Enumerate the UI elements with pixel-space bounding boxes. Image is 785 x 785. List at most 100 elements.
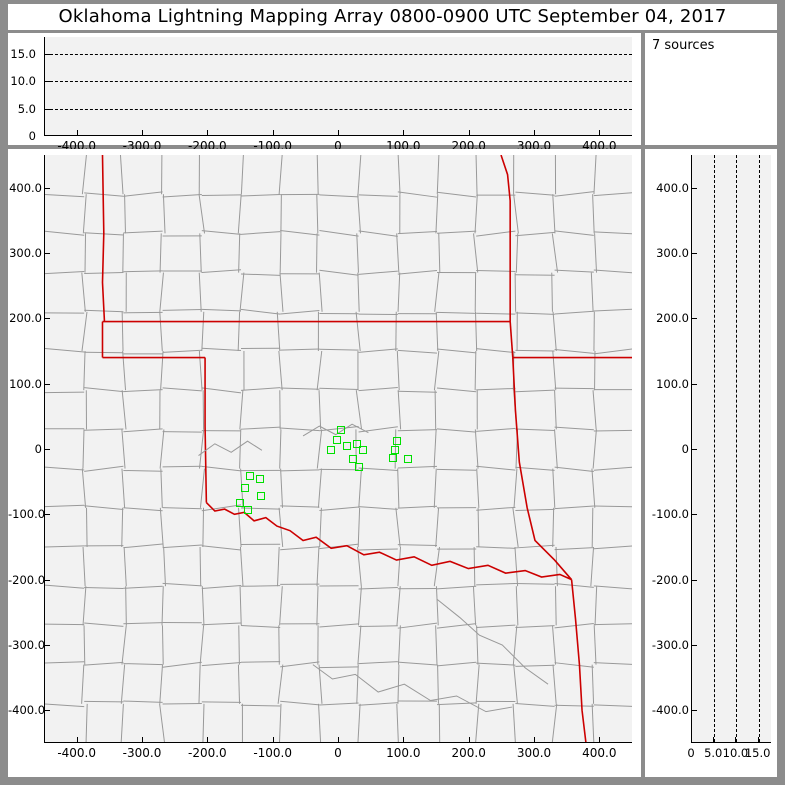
y-tick-mark-map <box>44 514 50 516</box>
x-tick-mark-top <box>599 130 601 136</box>
y-tick-mark-right <box>691 449 697 450</box>
x-tick-label-right: 15.0 <box>744 746 771 760</box>
y-tick-label-map: 100.0 <box>9 376 42 391</box>
x-tick-mark-top <box>468 130 470 136</box>
x-tick-mark-top <box>76 130 78 136</box>
y-tick-label-top: 10.0 <box>10 74 36 88</box>
y-tick-label-map: 0 <box>34 442 42 456</box>
y-tick-mark-right <box>691 253 697 254</box>
gridline-vertical <box>758 155 760 742</box>
y-tick-label-right: 200.0 <box>656 311 689 326</box>
source-marker <box>389 454 398 463</box>
y-tick-mark-map <box>44 253 50 254</box>
y-tick-label-map: -300.0 <box>8 638 46 652</box>
source-marker <box>240 483 249 492</box>
x-tick-label-map: 100.0 <box>386 746 421 760</box>
x-tick-mark-right <box>713 737 715 743</box>
x-tick-label-top: 0 <box>334 139 342 153</box>
source-marker <box>404 454 413 463</box>
source-marker <box>343 441 352 450</box>
y-tick-label-map: -400.0 <box>8 703 46 718</box>
y-tick-label-right: 100.0 <box>656 376 689 391</box>
gridline-horizontal <box>45 53 632 55</box>
y-tick-label-map: -200.0 <box>8 572 46 587</box>
x-tick-label-map: 400.0 <box>582 746 617 760</box>
y-tick-label-top: 15.0 <box>10 46 36 61</box>
source-marker <box>393 436 402 445</box>
y-tick-mark-top <box>44 108 50 110</box>
y-tick-mark-right <box>691 710 697 712</box>
plan-view-map-panel: -400.0 -300.0 -200.0 -100.0 0 100.0 200.0 300.0… <box>8 149 641 777</box>
x-tick-mark-map <box>207 737 209 743</box>
source-marker <box>354 463 363 472</box>
y-tick-label-top: 0 <box>28 129 36 143</box>
source-marker <box>244 506 253 515</box>
x-tick-mark-map <box>338 737 339 743</box>
y-tick-mark-map <box>44 645 50 646</box>
source-marker <box>246 472 255 481</box>
source-marker <box>257 492 266 501</box>
title-bar: Oklahoma Lightning Mapping Array 0800-09… <box>8 4 777 30</box>
x-tick-mark-top <box>534 130 535 136</box>
x-tick-mark-top <box>403 130 405 136</box>
y-tick-mark-right <box>691 318 697 320</box>
source-marker <box>358 445 367 454</box>
source-marker <box>327 445 336 454</box>
x-tick-mark-top <box>338 130 339 136</box>
y-tick-label-right: 0 <box>681 442 689 456</box>
x-tick-label-map: -300.0 <box>122 746 162 760</box>
y-tick-mark-map <box>44 187 50 189</box>
y-tick-mark-map <box>44 579 50 581</box>
altitude-vs-north-south-panel: -400.0 -300.0 -200.0 -100.0 0 100.0 200.0 300.0… <box>645 149 777 777</box>
y-tick-mark-top <box>44 81 50 82</box>
gridline-horizontal <box>45 108 632 110</box>
source-marker <box>348 454 357 463</box>
y-tick-label-map: -100.0 <box>8 507 46 522</box>
gridline-vertical <box>714 155 716 742</box>
y-tick-mark-right <box>691 579 697 581</box>
x-tick-label-map: 300.0 <box>516 746 552 760</box>
y-tick-mark-right <box>691 514 697 516</box>
x-tick-label-map: 200.0 <box>451 746 486 760</box>
sources-count-panel: 7 sources <box>645 33 777 145</box>
county-map-graphic <box>45 155 632 742</box>
y-tick-mark-top <box>44 53 50 55</box>
y-tick-label-right: -100.0 <box>651 507 689 522</box>
y-tick-label-right: 400.0 <box>656 180 689 195</box>
y-tick-label-map: 300.0 <box>9 246 42 260</box>
x-tick-label-right: 10.0 <box>722 746 749 760</box>
y-tick-label-map: 200.0 <box>9 311 42 326</box>
x-tick-mark-map <box>599 737 601 743</box>
x-tick-mark-map <box>142 737 143 743</box>
y-tick-label-map: 400.0 <box>9 180 42 195</box>
y-tick-label-right: -200.0 <box>651 572 689 587</box>
source-marker <box>390 446 399 455</box>
x-tick-mark-right <box>691 737 692 743</box>
x-tick-label-map: -200.0 <box>187 746 227 760</box>
y-tick-mark-right <box>691 187 697 189</box>
x-tick-mark-top <box>272 130 274 136</box>
y-tick-label-right: 300.0 <box>656 246 689 260</box>
source-marker <box>336 426 345 435</box>
gridline-horizontal <box>45 81 632 82</box>
source-marker <box>333 435 342 444</box>
x-tick-mark-map <box>76 737 78 743</box>
x-tick-mark-top <box>207 130 209 136</box>
x-tick-label-right: 5.0 <box>704 746 723 760</box>
page-title: Oklahoma Lightning Mapping Array 0800-09… <box>58 6 727 27</box>
x-tick-mark-right <box>735 737 737 743</box>
y-tick-mark-map <box>44 318 50 320</box>
x-tick-label-map: -400.0 <box>57 746 96 760</box>
x-tick-label-map: -100.0 <box>253 746 292 760</box>
source-marker <box>352 440 361 449</box>
y-tick-mark-map <box>44 449 50 450</box>
plan-view-map-plot <box>44 155 632 743</box>
x-tick-label-map: 0 <box>334 746 342 760</box>
source-marker <box>255 475 264 484</box>
sources-count-label: 7 sources <box>652 38 715 53</box>
x-tick-mark-map <box>272 737 274 743</box>
source-marker <box>236 499 245 508</box>
x-tick-mark-map <box>403 737 405 743</box>
x-tick-mark-map <box>468 737 470 743</box>
x-tick-label-right: 0 <box>687 746 695 760</box>
